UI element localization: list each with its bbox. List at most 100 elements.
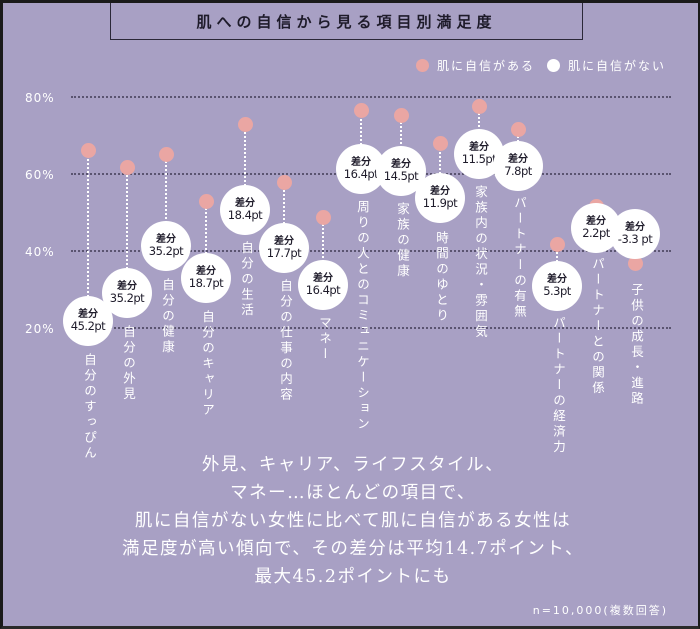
summary-message: 外見、キャリア、ライフスタイル、 マネー…ほとんどの項目で、 肌に自信がない女性… — [3, 451, 700, 591]
diff-label: 差分 — [508, 153, 528, 165]
diff-label: 差分 — [117, 280, 137, 292]
confident-value-dot — [432, 135, 448, 151]
category-label: 子供の成長・進路 — [629, 283, 644, 407]
legend-label: 肌に自信がある — [437, 59, 536, 73]
category-label: パートナーの経済力 — [551, 316, 566, 456]
legend-item-confident: 肌に自信がある — [416, 57, 535, 74]
diff-value: 18.4pt — [227, 208, 263, 223]
category-label: 家族内の状況・雰囲気 — [473, 185, 488, 340]
connector-line — [283, 182, 285, 248]
category-label: 周りの人とのコミュニケーション — [355, 200, 370, 433]
not-confident-value-bubble: 差分 11.9pt — [415, 173, 465, 223]
confident-value-dot — [471, 98, 487, 114]
confident-value-dot — [549, 236, 565, 252]
y-tick-20: 20% — [25, 322, 55, 336]
diff-value: 17.7pt — [266, 246, 302, 261]
category-label: 自分のキャリア — [200, 310, 215, 419]
diff-value: 35.2pt — [109, 291, 145, 306]
not-confident-value-bubble: 差分 7.8pt — [493, 141, 543, 191]
diff-label: 差分 — [351, 156, 371, 168]
pink-dot-icon — [416, 59, 429, 72]
legend-label: 肌に自信がない — [568, 59, 667, 73]
confident-value-dot — [276, 174, 292, 190]
category-label: パートナーとの関係 — [590, 257, 605, 397]
diff-label: 差分 — [78, 308, 98, 320]
legend: 肌に自信がある 肌に自信がない — [416, 57, 678, 74]
y-tick-80: 80% — [25, 91, 55, 105]
not-confident-value-bubble: 差分 35.2pt — [141, 221, 191, 271]
message-line: 最大45.2ポイントにも — [254, 567, 452, 587]
diff-label: 差分 — [235, 197, 255, 209]
message-line: 肌に自信がない女性に比べて肌に自信がある女性は — [134, 511, 572, 531]
message-line: 満足度が高い傾向で、その差分は平均14.7ポイント、 — [122, 539, 584, 559]
confident-value-dot — [315, 209, 331, 225]
diff-label: 差分 — [547, 273, 567, 285]
white-dot-icon — [547, 59, 561, 72]
diff-value: -3.3 pt — [617, 232, 653, 247]
confident-value-dot — [237, 116, 253, 132]
diff-value: 11.5pt — [461, 152, 497, 167]
diff-value: 18.7pt — [188, 276, 224, 291]
diff-label: 差分 — [196, 265, 216, 277]
connector-line — [126, 167, 128, 293]
diff-value: 7.8pt — [504, 164, 532, 179]
not-confident-value-bubble: 差分 5.3pt — [532, 261, 582, 311]
category-label: 自分の生活 — [239, 241, 254, 319]
confident-value-dot — [198, 193, 214, 209]
legend-item-not-confident: 肌に自信がない — [547, 57, 666, 74]
diff-label: 差分 — [391, 158, 411, 170]
diff-value: 14.5pt — [383, 169, 419, 184]
connector-line — [205, 201, 207, 278]
gridline-40 — [71, 250, 671, 252]
category-label: 自分のすっぴん — [82, 353, 97, 462]
chart-title: 肌への自信から見る項目別満足度 — [196, 12, 497, 31]
not-confident-value-bubble: 差分 17.7pt — [259, 223, 309, 273]
connector-line — [360, 110, 362, 169]
gridline-20 — [71, 327, 671, 329]
category-label: 家族の健康 — [395, 202, 410, 280]
diff-label: 差分 — [586, 215, 606, 227]
message-line: マネー…ほとんどの項目で、 — [230, 483, 476, 503]
y-tick-40: 40% — [25, 245, 55, 259]
diff-label: 差分 — [430, 185, 450, 197]
connector-line — [439, 143, 441, 198]
connector-line — [87, 150, 89, 321]
connector-line — [322, 217, 324, 285]
category-label: 自分の健康 — [160, 278, 175, 356]
confident-value-dot — [353, 102, 369, 118]
diff-value: 45.2pt — [70, 319, 106, 334]
sample-size-note: n=10,000(複数回答) — [532, 604, 668, 617]
confident-value-dot — [158, 146, 174, 162]
y-tick-60: 60% — [25, 168, 55, 182]
diff-label: 差分 — [156, 233, 176, 245]
confident-value-dot — [80, 142, 96, 158]
diff-value: 11.9pt — [422, 196, 458, 211]
diff-value: 16.4pt — [343, 167, 379, 182]
category-label: 時間のゆとり — [434, 231, 449, 324]
confident-value-dot — [627, 255, 643, 271]
category-label: パートナーの有無 — [512, 196, 527, 320]
not-confident-value-bubble: 差分 35.2pt — [102, 268, 152, 318]
confident-value-dot — [119, 159, 135, 175]
diff-value: 16.4pt — [305, 283, 341, 298]
category-label: マネー — [317, 316, 332, 363]
diff-label: 差分 — [625, 221, 645, 233]
not-confident-value-bubble: 差分 16.4pt — [298, 260, 348, 310]
diff-value: 35.2pt — [148, 244, 184, 259]
not-confident-value-bubble: 差分 18.7pt — [181, 253, 231, 303]
title-box: 肌への自信から見る項目別満足度 — [110, 3, 583, 40]
diff-label: 差分 — [313, 272, 333, 284]
connector-line — [244, 124, 246, 210]
gridline-80 — [71, 96, 671, 98]
connector-line — [165, 154, 167, 246]
diff-label: 差分 — [469, 141, 489, 153]
confident-value-dot — [510, 121, 526, 137]
diff-value: 5.3pt — [543, 284, 571, 299]
diff-value: 2.2pt — [582, 226, 610, 241]
diff-label: 差分 — [274, 235, 294, 247]
message-line: 外見、キャリア、ライフスタイル、 — [201, 455, 505, 475]
not-confident-value-bubble: 差分 18.4pt — [220, 185, 270, 235]
confident-value-dot — [393, 107, 409, 123]
not-confident-value-bubble: 差分 -3.3 pt — [610, 209, 660, 259]
